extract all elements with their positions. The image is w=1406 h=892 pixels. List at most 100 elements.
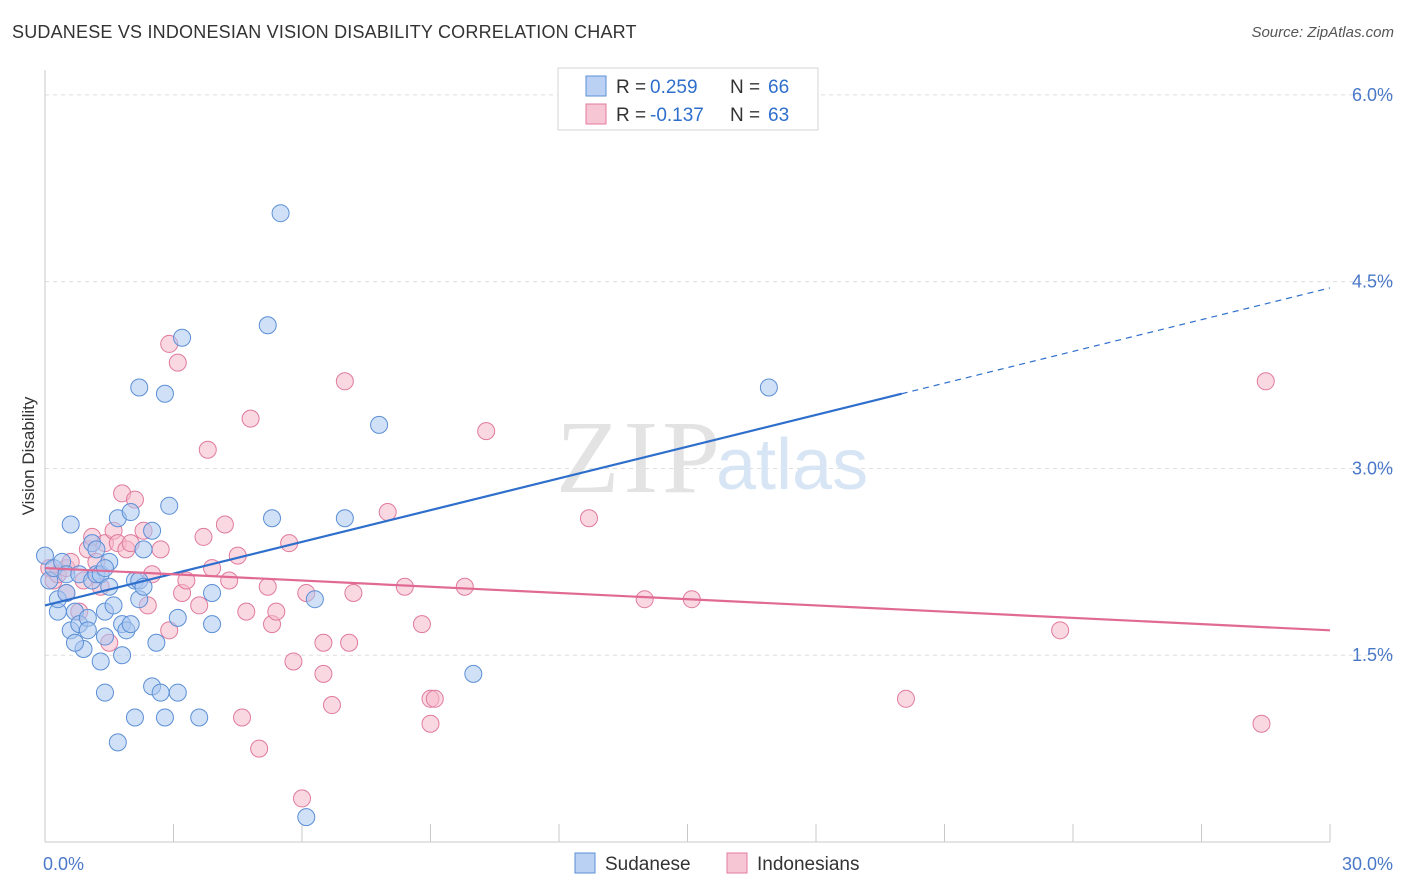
legend: R = 0.259 N = 66 R = -0.137 N = 63 xyxy=(557,67,819,131)
data-point xyxy=(250,739,269,758)
data-point xyxy=(759,378,778,397)
y-tick-label: 4.5% xyxy=(1352,272,1393,292)
data-point xyxy=(168,683,187,702)
legend-n-label: N = xyxy=(730,105,760,126)
bottom-legend-swatch-sudanese xyxy=(574,852,596,874)
y-tick-labels: 1.5% 3.0% 4.5% 6.0% xyxy=(1352,85,1393,665)
chart-title: SUDANESE VS INDONESIAN VISION DISABILITY… xyxy=(12,22,637,42)
data-point xyxy=(95,627,114,646)
data-point xyxy=(95,683,114,702)
data-point xyxy=(121,615,140,634)
series-sudanese xyxy=(36,204,778,827)
watermark: ZIP atlas xyxy=(556,400,868,515)
data-point xyxy=(108,733,127,752)
data-point xyxy=(65,633,84,652)
data-point xyxy=(160,496,179,515)
data-point xyxy=(173,328,192,347)
legend-n-value: 63 xyxy=(768,105,789,126)
legend-r-value: 0.259 xyxy=(650,77,698,98)
data-point xyxy=(1051,621,1070,640)
data-point xyxy=(263,509,282,528)
data-point xyxy=(284,652,303,671)
data-point xyxy=(147,633,166,652)
data-point xyxy=(168,353,187,372)
data-point xyxy=(194,527,213,546)
data-point xyxy=(314,633,333,652)
data-point xyxy=(203,615,222,634)
data-point xyxy=(378,503,397,522)
data-point xyxy=(87,540,106,559)
watermark-atlas: atlas xyxy=(716,425,868,505)
data-point xyxy=(190,708,209,727)
data-point xyxy=(335,509,354,528)
legend-n-label: N = xyxy=(730,77,760,98)
data-point xyxy=(425,689,444,708)
data-point xyxy=(267,602,286,621)
watermark-zip: ZIP xyxy=(556,400,724,515)
data-point xyxy=(155,384,174,403)
data-point xyxy=(125,708,144,727)
data-point xyxy=(121,503,140,522)
data-point xyxy=(344,583,363,602)
x-axis-ticks xyxy=(44,824,1331,842)
data-point xyxy=(168,608,187,627)
data-point xyxy=(896,689,915,708)
data-point xyxy=(305,590,324,609)
data-point xyxy=(1256,372,1275,391)
data-point xyxy=(241,409,260,428)
x-tick-labels: 0.0% 30.0% xyxy=(43,854,1393,874)
data-point xyxy=(61,515,80,534)
y-tick-label: 6.0% xyxy=(1352,85,1393,105)
data-point xyxy=(57,583,76,602)
grid-lines xyxy=(45,94,1395,656)
data-point xyxy=(258,316,277,335)
data-point xyxy=(421,714,440,733)
data-point xyxy=(95,559,114,578)
bottom-legend-label-sudanese: Sudanese xyxy=(605,854,691,875)
data-point xyxy=(160,621,179,640)
data-point xyxy=(340,633,359,652)
y-axis-title: Vision Disability xyxy=(19,396,38,515)
data-point xyxy=(237,602,256,621)
data-point xyxy=(36,546,54,565)
legend-n-value: 66 xyxy=(768,77,789,98)
data-point xyxy=(335,372,354,391)
legend-r-value: -0.137 xyxy=(650,105,704,126)
bottom-legend-swatch-indonesians xyxy=(726,852,748,874)
data-point xyxy=(203,583,222,602)
x-tick-label: 0.0% xyxy=(43,854,84,874)
data-point xyxy=(104,596,123,615)
data-point xyxy=(233,708,252,727)
data-point xyxy=(143,521,162,540)
data-point xyxy=(220,571,239,590)
legend-r-label: R = xyxy=(616,105,646,126)
y-tick-label: 1.5% xyxy=(1352,645,1393,665)
data-point xyxy=(258,577,277,596)
data-point xyxy=(151,540,170,559)
data-point xyxy=(113,646,132,665)
x-tick-label: 30.0% xyxy=(1342,854,1393,874)
data-point xyxy=(100,577,119,596)
legend-swatch-indonesians xyxy=(585,103,607,125)
data-point xyxy=(177,571,196,590)
data-point xyxy=(130,378,149,397)
data-point xyxy=(215,515,234,534)
bottom-legend: Sudanese Indonesians xyxy=(574,852,859,875)
data-point xyxy=(477,422,496,441)
data-point xyxy=(293,789,311,808)
trend-lines xyxy=(44,287,1331,632)
data-point xyxy=(370,415,389,434)
data-point xyxy=(190,596,209,615)
data-point xyxy=(271,204,290,223)
data-point xyxy=(297,808,316,827)
data-point xyxy=(464,664,483,683)
trend-line-solid xyxy=(44,392,902,607)
data-point xyxy=(322,696,341,715)
data-point xyxy=(198,440,217,459)
data-point xyxy=(134,540,153,559)
data-point xyxy=(579,509,598,528)
trend-line xyxy=(44,566,1331,632)
data-point xyxy=(151,683,170,702)
data-point xyxy=(78,621,97,640)
